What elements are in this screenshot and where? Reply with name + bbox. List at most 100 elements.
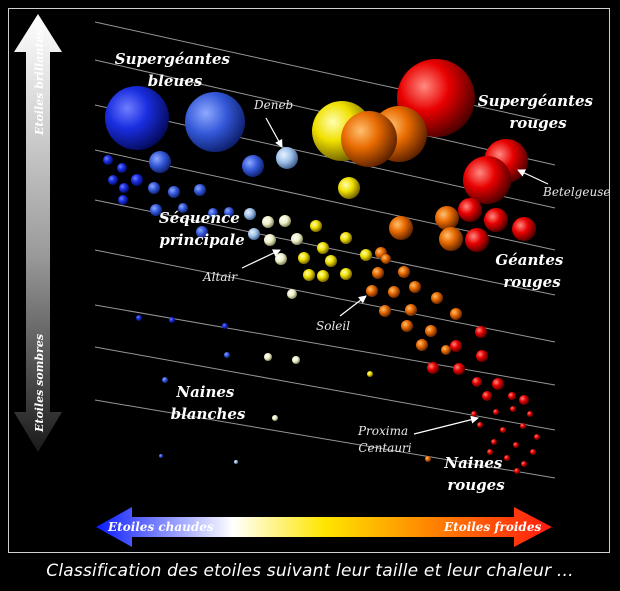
dim-stars-label: Etoiles sombres xyxy=(33,334,46,433)
blue-supergiant xyxy=(105,86,169,150)
star xyxy=(530,449,536,455)
star xyxy=(425,325,437,337)
star xyxy=(264,353,272,361)
star xyxy=(244,208,256,220)
star xyxy=(317,242,329,254)
soleil-label: Soleil xyxy=(316,319,350,333)
proxima-label: Proxima Centauri xyxy=(357,424,412,455)
star xyxy=(303,269,315,281)
star xyxy=(401,320,413,332)
star xyxy=(248,228,260,240)
star xyxy=(298,252,310,264)
star xyxy=(264,234,276,246)
bright-stars-label: Etoiles brillantes xyxy=(33,29,46,136)
star xyxy=(340,232,352,244)
star xyxy=(389,216,413,240)
star xyxy=(508,392,516,400)
star xyxy=(196,226,208,238)
star xyxy=(519,395,529,405)
star xyxy=(521,461,527,467)
star xyxy=(487,449,493,455)
star xyxy=(360,249,372,261)
star xyxy=(367,371,373,377)
red-dwarfs-label: Naines rouges xyxy=(443,454,507,494)
star xyxy=(475,326,487,338)
star xyxy=(493,409,499,415)
star xyxy=(208,208,218,218)
altair-pointer xyxy=(241,249,281,269)
star xyxy=(287,289,297,299)
star xyxy=(520,423,526,429)
star xyxy=(275,253,287,265)
star xyxy=(439,227,463,251)
star xyxy=(148,182,160,194)
star xyxy=(279,215,291,227)
star xyxy=(292,356,300,364)
star xyxy=(458,198,482,222)
star xyxy=(534,434,540,440)
star xyxy=(119,183,129,193)
star xyxy=(450,340,462,352)
star xyxy=(409,281,421,293)
star xyxy=(118,195,128,205)
star xyxy=(372,267,384,279)
star xyxy=(388,286,400,298)
star xyxy=(504,455,510,461)
star xyxy=(477,422,483,428)
star xyxy=(222,323,228,329)
star xyxy=(491,439,497,445)
betelgeuse-label: Betelgeuse xyxy=(542,185,610,199)
blue-supergiant xyxy=(185,92,245,152)
white-dwarfs-label: Naines blanches xyxy=(171,383,246,423)
star xyxy=(514,468,520,474)
star xyxy=(242,155,264,177)
star xyxy=(108,175,118,185)
deneb-star xyxy=(276,147,298,169)
star xyxy=(484,208,508,232)
star xyxy=(381,254,391,264)
star xyxy=(117,163,127,173)
star xyxy=(512,217,536,241)
star xyxy=(325,255,337,267)
star xyxy=(194,184,206,196)
star xyxy=(262,216,274,228)
star xyxy=(379,305,391,317)
star xyxy=(492,378,504,390)
star xyxy=(450,308,462,320)
star xyxy=(482,391,492,401)
star xyxy=(168,186,180,198)
star xyxy=(234,460,238,464)
star xyxy=(178,203,188,213)
deneb-pointer xyxy=(265,117,283,148)
red-giants-label: Géantes rouges xyxy=(495,251,568,291)
star xyxy=(169,317,175,323)
luminosity-arrow: Etoiles brillantes Etoiles sombres xyxy=(14,14,62,452)
star xyxy=(131,174,143,186)
hot-stars-label: Etoiles chaudes xyxy=(107,520,214,534)
star xyxy=(398,266,410,278)
star xyxy=(317,270,329,282)
deneb-label: Deneb xyxy=(253,98,293,112)
star xyxy=(162,377,168,383)
star xyxy=(310,220,322,232)
small-stars xyxy=(103,151,540,474)
star xyxy=(471,411,477,417)
hr-diagram: Etoiles brillantes Etoiles sombres Etoil… xyxy=(14,14,610,547)
blue-supergiants-label: Supergéantes bleues xyxy=(115,50,235,90)
star xyxy=(476,350,488,362)
star xyxy=(150,204,162,216)
star xyxy=(405,304,417,316)
star xyxy=(425,456,431,462)
star xyxy=(103,155,113,165)
star xyxy=(149,151,171,173)
star xyxy=(510,406,516,412)
star xyxy=(527,411,533,417)
star xyxy=(136,315,142,321)
star xyxy=(472,377,482,387)
star xyxy=(500,427,506,433)
star xyxy=(453,363,465,375)
star xyxy=(465,228,489,252)
star xyxy=(513,442,519,448)
betelgeuse-pointer xyxy=(517,169,549,185)
star xyxy=(224,352,230,358)
